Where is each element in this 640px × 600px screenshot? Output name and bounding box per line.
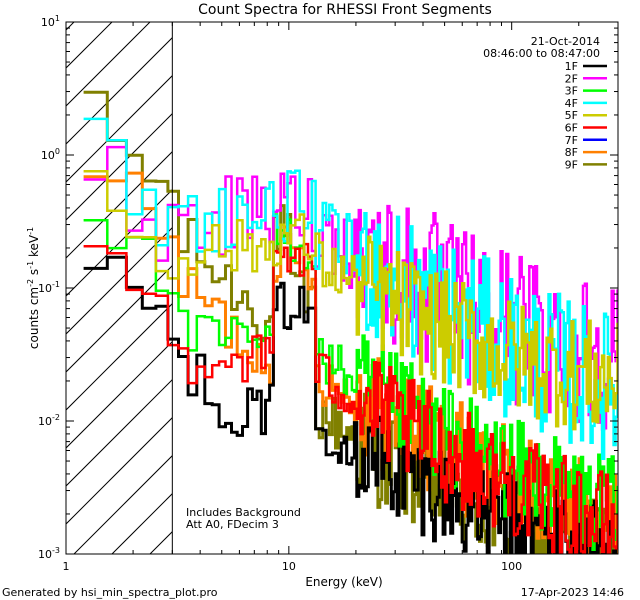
series-line-3F [83, 213, 618, 551]
footer-timestamp: 17-Apr-2023 14:46 [521, 586, 624, 599]
annotation-attenuator: Att A0, FDecim 3 [186, 518, 279, 531]
y-tick-label: 10-3 [38, 546, 60, 561]
hatch-line [73, 454, 173, 554]
hatch-line [66, 264, 173, 373]
x-axis-label: Energy (keV) [305, 575, 382, 589]
time-range-label: 08:46:00 to 08:47:00 [483, 47, 600, 60]
legend-label: 7F [565, 134, 578, 147]
date-label: 21-Oct-2014 [531, 35, 600, 48]
legend-label: 9F [565, 158, 578, 171]
legend-label: 4F [565, 97, 578, 110]
legend-label: 3F [565, 85, 578, 98]
legend-label: 5F [565, 109, 578, 122]
x-tick-label: 1 [63, 560, 70, 573]
hatch-line [66, 36, 173, 145]
x-tick-label: 10 [282, 560, 296, 573]
series-line-6F [83, 242, 618, 554]
legend-label: 8F [565, 146, 578, 159]
x-tick-label: 100 [501, 560, 522, 573]
hatch-line [66, 74, 173, 183]
hatch-line [66, 226, 173, 335]
y-tick-label: 101 [41, 14, 60, 29]
series-line-5F [83, 169, 618, 431]
y-tick-label: 10-1 [38, 280, 60, 295]
legend-label: 2F [565, 72, 578, 85]
y-tick-label: 10-2 [38, 413, 60, 428]
hatch-line [66, 416, 173, 525]
series-line-1F [83, 255, 618, 554]
annotation-background: Includes Background [186, 506, 301, 519]
footer-generated-by: Generated by hsi_min_spectra_plot.pro [2, 586, 218, 599]
legend-label: 1F [565, 60, 578, 73]
legend-label: 6F [565, 122, 578, 135]
chart-title: Count Spectra for RHESSI Front Segments [198, 2, 492, 18]
y-tick-label: 100 [41, 147, 60, 162]
hatch-line [66, 378, 173, 487]
y-axis-label: counts cm-2 s-1 keV-1 [26, 227, 41, 349]
